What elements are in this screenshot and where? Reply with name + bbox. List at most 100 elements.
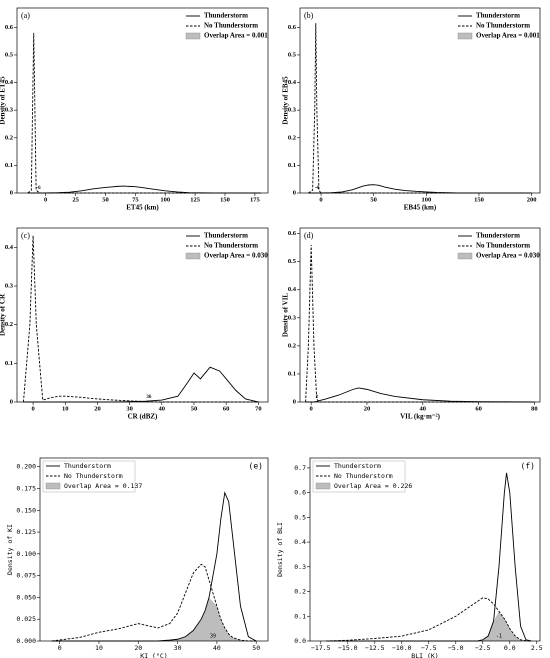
plot-frame	[39, 457, 269, 642]
x-tick-label: 0	[310, 405, 313, 412]
y-tick-label: 0.1	[288, 370, 296, 377]
x-tick-label: −12.5	[365, 644, 385, 652]
y-tick-label: 0.4	[288, 286, 297, 293]
panel: 0 10 20 30 40 50 60 70 0 0.1 0.2 0.3 0.4 CR (dBZ) Dens…	[0, 227, 269, 421]
y-tick-label: 0.7	[294, 464, 306, 472]
plot-frame	[16, 227, 269, 403]
threshold-label: 36	[146, 395, 152, 400]
x-tick-label: 150	[474, 196, 484, 203]
y-tick-label: 0.2	[294, 588, 306, 596]
y-tick-label: 0.1	[5, 360, 13, 367]
panel-label: (f)	[521, 462, 535, 471]
legend-label: No Thunderstorm	[334, 472, 393, 480]
legend-label: Overlap Area = 0.001	[204, 32, 268, 40]
legend-label: Overlap Area = 0.030	[476, 252, 540, 260]
y-tick-label: 0.1	[5, 162, 13, 169]
x-tick-label: 60	[475, 405, 482, 412]
density-line	[27, 32, 261, 194]
density-line	[305, 244, 535, 403]
x-tick-label: 30	[174, 644, 182, 652]
x-axis-label: KI (°C)	[140, 652, 167, 658]
legend-swatch	[45, 482, 61, 490]
legend-swatch	[185, 32, 201, 40]
y-tick-label: 0.100	[16, 550, 36, 558]
y-tick-label: 0.6	[294, 489, 306, 497]
y-axis-label: Density of ET45	[0, 76, 7, 125]
y-tick-label: 0.3	[288, 314, 297, 321]
panel-label: (e)	[249, 462, 263, 471]
x-tick-label: −15.0	[338, 644, 358, 652]
x-tick-label: 150	[220, 196, 230, 203]
y-tick-label: 0.2	[5, 321, 13, 328]
legend-label: Overlap Area = 0.030	[204, 252, 268, 260]
x-tick-label: 50	[191, 405, 198, 412]
y-tick-label: 0.175	[16, 485, 36, 493]
y-tick-label: 0.150	[16, 506, 36, 514]
y-tick-label: 0.5	[288, 258, 297, 265]
density-line	[305, 387, 535, 403]
threshold-label: -1	[496, 634, 502, 640]
x-tick-label: 0	[44, 196, 47, 203]
density-line	[308, 23, 532, 194]
y-tick-label: 0	[293, 189, 296, 196]
plot-frame	[309, 457, 541, 642]
legend-swatch	[457, 252, 473, 260]
y-tick-label: 0.5	[294, 513, 306, 521]
y-tick-label: 0.3	[294, 563, 306, 571]
x-tick-label: 10	[95, 644, 103, 652]
y-axis-label: Density of CR	[0, 293, 7, 336]
panel: −17.5 −15.0 −12.5 −10.0 −7.5 −5.0 −2.5 0.0 2.5 0.…	[276, 457, 543, 658]
y-tick-label: 0.5	[288, 51, 297, 58]
y-axis-label: Density of KI	[6, 524, 14, 575]
panel-label: (b)	[304, 11, 314, 20]
legend-label: Overlap Area = 0.001	[476, 32, 540, 40]
x-tick-label: 20	[134, 644, 142, 652]
y-tick-label: 0.200	[16, 463, 36, 471]
y-tick-label: 0.6	[288, 24, 297, 31]
y-tick-label: 0.4	[5, 79, 14, 86]
y-tick-label: 0	[10, 398, 13, 405]
x-tick-label: 200	[527, 196, 537, 203]
y-tick-label: 0.050	[16, 593, 36, 601]
y-tick-label: 0.3	[5, 282, 14, 289]
x-tick-label: 0	[58, 644, 62, 652]
legend-label: Thunderstorm	[476, 232, 520, 240]
panel: 0 50 100 150 200 0 0.1 0.2 0.3 0.4 0.5 0.6 EB45 (km)…	[282, 7, 541, 212]
x-tick-label: 40	[420, 405, 427, 412]
threshold-label: 39	[210, 634, 216, 640]
y-tick-label: 0.2	[5, 134, 13, 141]
y-tick-label: 0.1	[288, 162, 296, 169]
threshold-label: -4	[315, 186, 320, 191]
x-tick-label: 75	[132, 196, 139, 203]
legend-label: Overlap Area = 0.226	[334, 482, 412, 490]
y-tick-label: 0.6	[5, 24, 14, 31]
y-tick-label: 0.125	[16, 528, 36, 536]
panel-label: (c)	[21, 231, 30, 240]
legend-swatch	[185, 252, 201, 260]
legend-label: No Thunderstorm	[476, 22, 530, 30]
x-tick-label: 80	[531, 405, 538, 412]
plot-frame	[299, 227, 541, 403]
x-tick-label: 0	[319, 196, 322, 203]
x-axis-label: VIL (kg·m⁻²)	[400, 413, 440, 421]
density-line	[51, 563, 257, 642]
y-tick-label: 0.5	[5, 51, 14, 58]
y-axis-label: Density of VIL	[282, 293, 290, 338]
x-axis-label: EB45 (km)	[404, 204, 437, 212]
x-tick-label: 0	[31, 405, 34, 412]
y-tick-label: 0	[293, 398, 296, 405]
x-tick-label: −10.0	[392, 644, 412, 652]
x-tick-label: 60	[223, 405, 230, 412]
x-tick-label: 20	[364, 405, 371, 412]
x-tick-label: 50	[252, 644, 260, 652]
x-tick-label: 40	[213, 644, 221, 652]
x-tick-label: 2.5	[531, 644, 543, 652]
y-tick-label: 0.0	[294, 637, 306, 645]
y-tick-label: 0.1	[294, 612, 306, 620]
x-tick-label: 50	[102, 196, 109, 203]
y-tick-label: 0.2	[288, 134, 296, 141]
legend-label: Thunderstorm	[334, 462, 381, 470]
legend-label: Thunderstorm	[204, 232, 248, 240]
x-tick-label: 100	[160, 196, 170, 203]
